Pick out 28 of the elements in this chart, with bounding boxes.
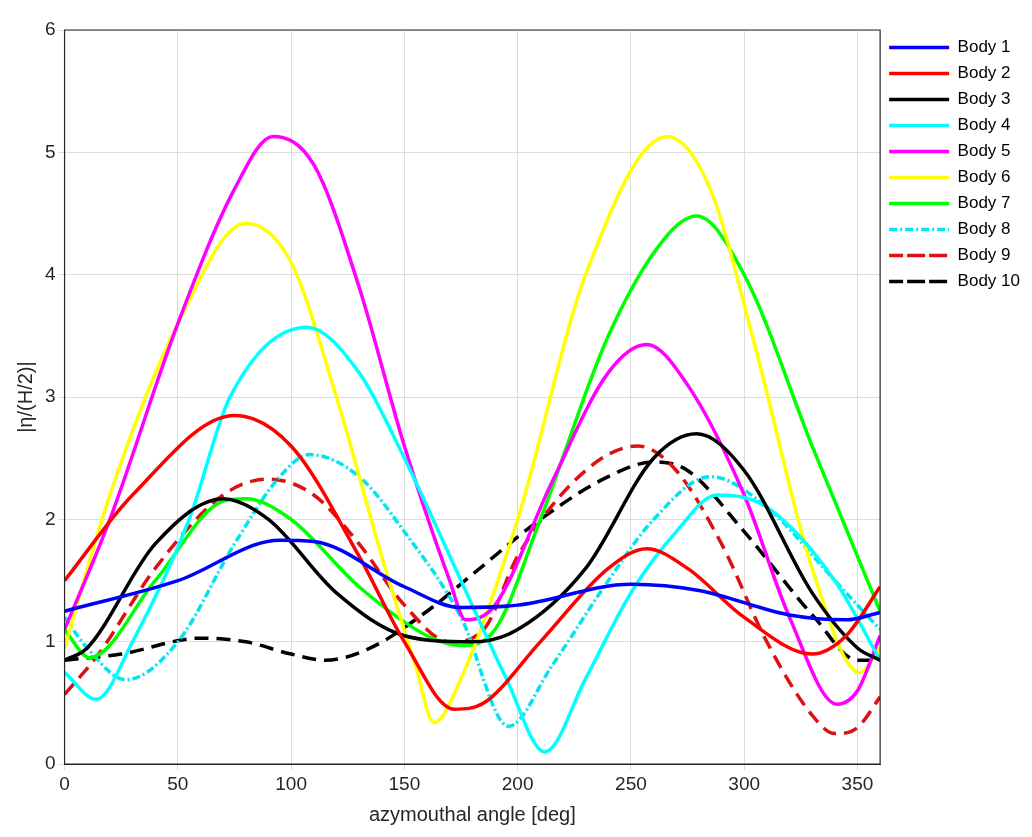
x-tick-label: 0 <box>59 772 70 794</box>
y-tick-label: 2 <box>44 507 56 529</box>
x-tick-label: 250 <box>615 772 647 794</box>
y-tick-label: 6 <box>44 18 56 40</box>
x-axis-title: azymouthal angle [deg] <box>368 802 576 825</box>
legend-label: Body 3 <box>957 89 1011 109</box>
x-tick-label: 150 <box>388 772 421 794</box>
line-series <box>64 538 881 622</box>
y-axis-title: |η/(H/2)| <box>13 361 36 433</box>
legend-label: Body 5 <box>957 141 1011 161</box>
y-tick-label: 5 <box>44 140 56 162</box>
x-tick-label: 350 <box>841 772 874 794</box>
legend-label: Body 7 <box>957 193 1011 213</box>
y-tick-label: 4 <box>44 262 56 284</box>
legend-label: Body 6 <box>957 167 1011 187</box>
x-tick-label: 50 <box>167 772 189 794</box>
x-tick-label: 300 <box>728 772 761 794</box>
legend-label: Body 8 <box>957 219 1011 239</box>
legend-label: Body 2 <box>957 63 1011 83</box>
legend-label: Body 10 <box>957 271 1021 291</box>
legend-label: Body 1 <box>957 37 1011 57</box>
y-tick-label: 1 <box>44 630 56 652</box>
legend-label: Body 9 <box>957 245 1011 265</box>
x-tick-label: 200 <box>501 772 534 794</box>
legend-label: Body 4 <box>957 115 1011 135</box>
y-tick-label: 0 <box>44 752 56 774</box>
y-tick-label: 3 <box>44 385 56 407</box>
x-tick-label: 100 <box>275 772 307 794</box>
